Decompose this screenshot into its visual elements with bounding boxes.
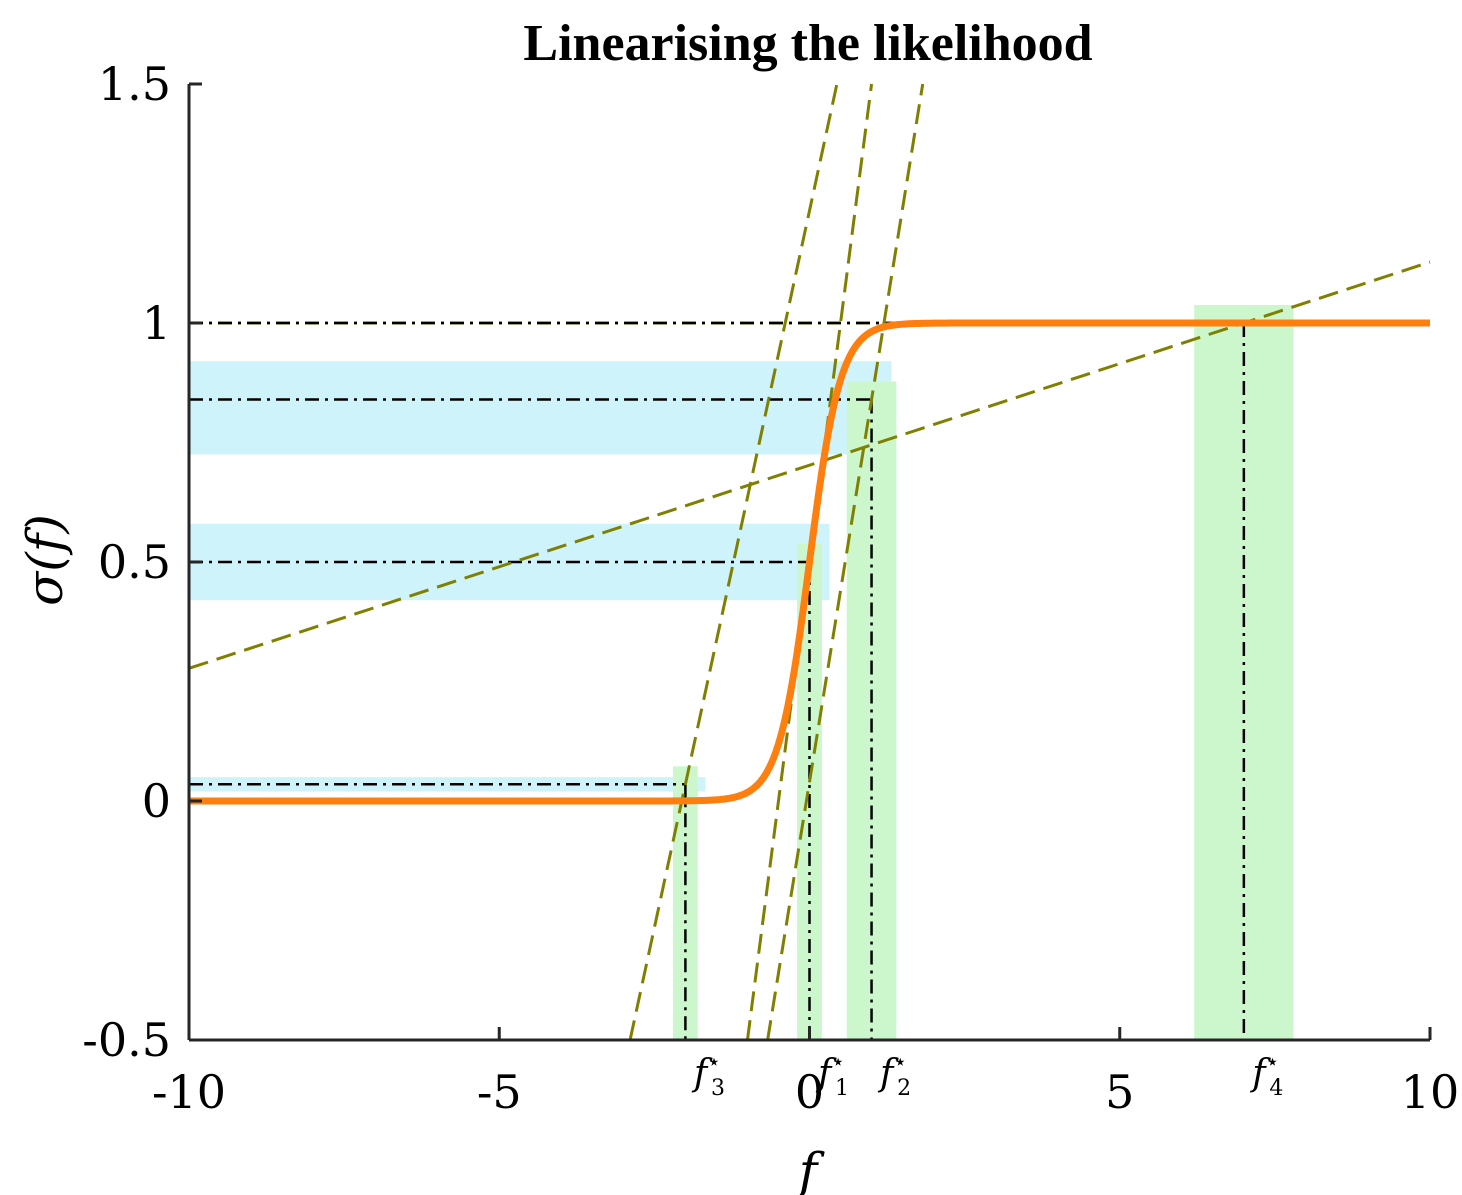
- chart-title: Linearising the likelihood: [523, 15, 1092, 72]
- point-label-4: f⋆ 4: [1249, 1050, 1283, 1101]
- y-tick-label-2: 0.5: [98, 535, 171, 589]
- point-label-2: f⋆ 2: [877, 1050, 911, 1101]
- x-tick-label-3: 5: [1105, 1065, 1134, 1119]
- band-layer: [189, 305, 1294, 1041]
- y-tick-label-3: 1: [142, 296, 171, 350]
- label-layer: -10 -5 0 5 10 -0.5 0 0.5 1 1.5 f⋆ 1 f⋆ 2 f⋆ 3 f⋆ 4: [82, 57, 1459, 1119]
- x-tick-label-2: 0: [795, 1065, 824, 1119]
- curve-layer: [189, 319, 1430, 805]
- tangent-line-4: [188, 260, 1431, 670]
- y-band-3: [189, 777, 706, 792]
- axes-layer: [187, 82, 1432, 1042]
- x-tick-label-0: -10: [152, 1065, 226, 1119]
- y-tick-label-0: -0.5: [82, 1013, 171, 1067]
- x-tick-label-1: -5: [477, 1065, 522, 1119]
- x-axis-label: f: [795, 1142, 825, 1195]
- x-tick-label-4: 10: [1401, 1065, 1460, 1119]
- point-label-3: f⋆ 3: [691, 1050, 725, 1101]
- y-tick-label-4: 1.5: [98, 57, 171, 111]
- y-tick-label-1: 0: [142, 774, 171, 828]
- sigmoid-curve: [189, 319, 1430, 805]
- tangent-line-2: [766, 83, 925, 1041]
- tangent-line-3: [628, 83, 839, 1041]
- y-band-2: [189, 361, 892, 455]
- y-axis-label: σ(f): [16, 514, 74, 606]
- point-label-1: f⋆ 1: [815, 1050, 849, 1101]
